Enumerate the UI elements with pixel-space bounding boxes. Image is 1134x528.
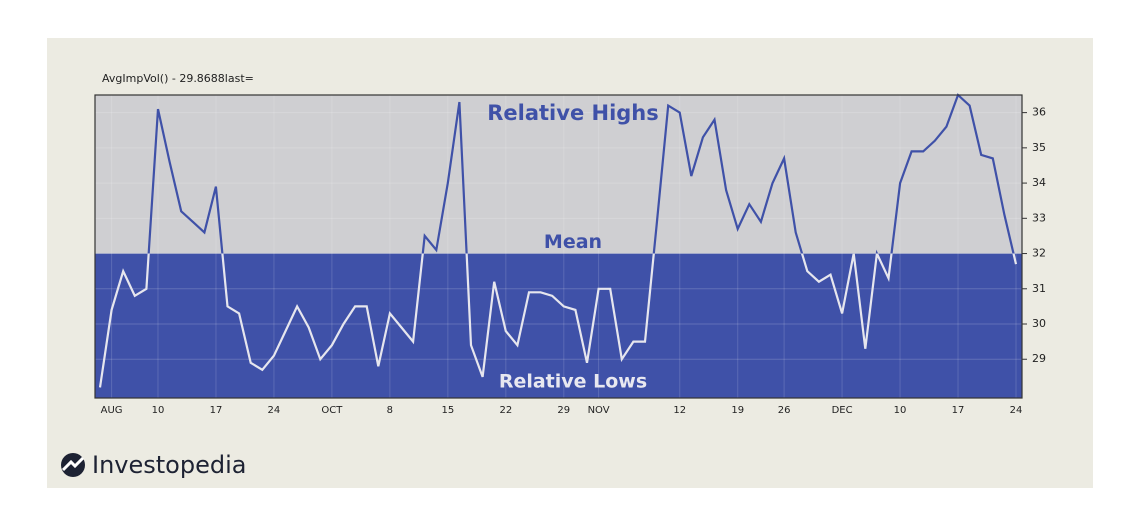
x-tick-label: AUG bbox=[101, 405, 123, 416]
logo: Investopedia bbox=[92, 451, 246, 479]
logo-icon bbox=[61, 453, 85, 477]
y-tick-label: 29 bbox=[1032, 352, 1046, 365]
x-tick-label: NOV bbox=[588, 405, 610, 416]
x-tick-label: DEC bbox=[832, 405, 853, 416]
x-tick-label: OCT bbox=[321, 405, 343, 416]
x-tick-label: 24 bbox=[268, 405, 281, 416]
high-region bbox=[95, 95, 1022, 254]
annotation-low: Relative Lows bbox=[499, 371, 647, 393]
y-tick-label: 36 bbox=[1032, 106, 1046, 119]
x-tick-label: 10 bbox=[894, 405, 907, 416]
x-tick-label: 26 bbox=[778, 405, 791, 416]
y-tick-label: 33 bbox=[1032, 211, 1046, 224]
x-tick-label: 10 bbox=[152, 405, 165, 416]
y-tick-label: 35 bbox=[1032, 141, 1046, 154]
y-tick-label: 30 bbox=[1032, 317, 1046, 330]
y-tick-label: 34 bbox=[1032, 176, 1046, 189]
x-tick-label: 15 bbox=[441, 405, 454, 416]
annotation-mean: Mean bbox=[544, 231, 602, 253]
annotation-high: Relative Highs bbox=[487, 101, 659, 125]
chart-title: AvgImpVol() - 29.8688last= bbox=[102, 72, 254, 85]
plot: 29 30 31 32 33 34 35 36 AUG 10 17 24 OCT 8 15 22 29 NOV 12… bbox=[94, 93, 1046, 416]
y-tick-label: 31 bbox=[1032, 282, 1046, 295]
x-tick-label: 8 bbox=[387, 405, 393, 416]
x-tick-label: 17 bbox=[210, 405, 223, 416]
x-tick-label: 17 bbox=[952, 405, 965, 416]
x-tick-label: 29 bbox=[557, 405, 570, 416]
x-tick-label: 19 bbox=[731, 405, 744, 416]
x-tick-label: 22 bbox=[499, 405, 512, 416]
plot-frame bbox=[94, 94, 1023, 399]
line-low-part bbox=[98, 253, 1018, 388]
x-tick-label: 12 bbox=[673, 405, 686, 416]
y-tick-label: 32 bbox=[1032, 247, 1046, 260]
x-tick-label: 24 bbox=[1010, 405, 1023, 416]
